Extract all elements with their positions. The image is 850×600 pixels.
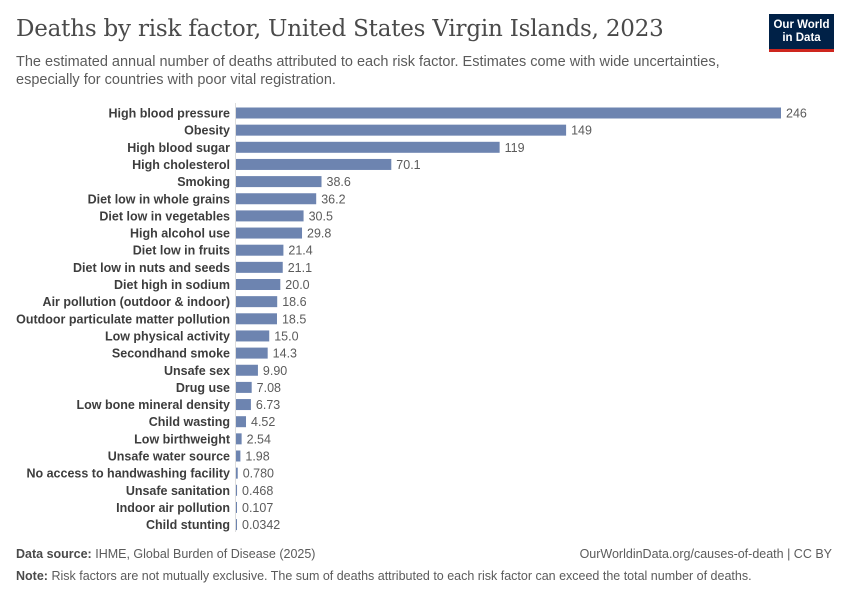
category-label: Diet low in whole grains: [88, 192, 230, 206]
bar[interactable]: [236, 261, 283, 273]
value-label: 36.2: [321, 192, 345, 206]
bar[interactable]: [236, 347, 268, 359]
category-label: Smoking: [177, 175, 230, 189]
category-label: High cholesterol: [132, 158, 230, 172]
source-text[interactable]: IHME, Global Burden of Disease (2025): [95, 547, 316, 561]
source-url[interactable]: OurWorldinData.org/causes-of-death | CC …: [579, 547, 832, 561]
category-label: Unsafe sanitation: [126, 484, 230, 498]
note-text: Risk factors are not mutually exclusive.…: [51, 569, 752, 583]
bar[interactable]: [236, 313, 277, 325]
note-label: Note:: [16, 569, 48, 583]
value-label: 149: [571, 124, 592, 138]
value-label: 9.90: [263, 364, 287, 378]
value-label: 6.73: [256, 398, 280, 412]
bar[interactable]: [236, 519, 237, 531]
value-label: 0.0342: [242, 518, 280, 532]
value-label: 0.468: [242, 484, 273, 498]
value-label: 246: [786, 107, 807, 121]
logo-line-2: in Data: [782, 32, 821, 44]
owid-logo[interactable]: Our World in Data: [769, 14, 834, 52]
value-label: 21.4: [288, 244, 312, 258]
category-label: Diet low in nuts and seeds: [73, 261, 230, 275]
category-label: Outdoor particulate matter pollution: [16, 312, 230, 326]
category-label: No access to handwashing facility: [26, 467, 230, 481]
bar[interactable]: [236, 279, 281, 290]
category-label: Diet low in vegetables: [99, 209, 230, 223]
bar[interactable]: [236, 141, 500, 153]
value-label: 21.1: [288, 261, 312, 275]
bar[interactable]: [236, 124, 567, 136]
chart-subtitle: The estimated annual number of deaths at…: [16, 54, 720, 88]
category-label: High blood sugar: [127, 141, 230, 155]
bar[interactable]: [236, 484, 238, 496]
value-label: 14.3: [273, 347, 297, 361]
value-label: 18.5: [282, 312, 306, 326]
bar[interactable]: [236, 433, 242, 445]
bar[interactable]: [236, 364, 258, 376]
category-label: Unsafe water source: [108, 450, 230, 464]
data-source: Data source: IHME, Global Burden of Dise…: [16, 547, 315, 561]
category-label: Low physical activity: [105, 329, 230, 343]
value-label: 30.5: [309, 209, 333, 223]
value-label: 0.107: [242, 501, 273, 515]
bar[interactable]: [236, 227, 303, 239]
category-label: Air pollution (outdoor & indoor): [43, 295, 230, 309]
value-label: 29.8: [307, 227, 331, 241]
source-label: Data source:: [16, 547, 92, 561]
bar-chart: High blood pressure 246 Obesity 149 High blo…: [16, 103, 807, 532]
bar[interactable]: [236, 176, 322, 188]
category-label: Low birthweight: [134, 432, 231, 446]
category-label: Indoor air pollution: [116, 501, 230, 515]
value-label: 4.52: [251, 415, 275, 429]
value-label: 119: [505, 141, 525, 155]
bar[interactable]: [236, 416, 247, 428]
bar[interactable]: [236, 450, 241, 462]
value-label: 0.780: [243, 467, 274, 481]
category-label: Diet high in sodium: [114, 278, 230, 292]
value-label: 7.08: [257, 381, 281, 395]
chart-note: Note: Risk factors are not mutually excl…: [16, 569, 752, 583]
value-label: 2.54: [247, 432, 271, 446]
category-label: Secondhand smoke: [112, 347, 230, 361]
value-label: 20.0: [285, 278, 309, 292]
bar[interactable]: [236, 296, 278, 308]
category-label: Obesity: [184, 124, 230, 138]
bar[interactable]: [236, 244, 284, 256]
bar[interactable]: [236, 330, 270, 342]
value-label: 70.1: [396, 158, 420, 172]
bar[interactable]: [236, 501, 237, 513]
value-label: 38.6: [327, 175, 351, 189]
logo-line-1: Our World: [773, 19, 830, 31]
category-label: High blood pressure: [108, 107, 230, 121]
category-label: Low bone mineral density: [77, 398, 231, 412]
category-label: Unsafe sex: [164, 364, 230, 378]
bar[interactable]: [236, 107, 781, 119]
value-label: 1.98: [245, 450, 269, 464]
value-label: 18.6: [282, 295, 306, 309]
bar[interactable]: [236, 381, 252, 393]
bar[interactable]: [236, 158, 392, 170]
category-label: Child stunting: [146, 518, 230, 532]
value-label: 15.0: [274, 329, 298, 343]
bar[interactable]: [236, 210, 304, 222]
category-label: Child wasting: [149, 415, 230, 429]
category-label: Drug use: [176, 381, 230, 395]
bar[interactable]: [236, 467, 238, 479]
category-label: High alcohol use: [130, 227, 230, 241]
bar[interactable]: [236, 193, 317, 205]
bar[interactable]: [236, 399, 251, 411]
chart-title: Deaths by risk factor, United States Vir…: [16, 16, 664, 42]
category-label: Diet low in fruits: [133, 244, 230, 258]
